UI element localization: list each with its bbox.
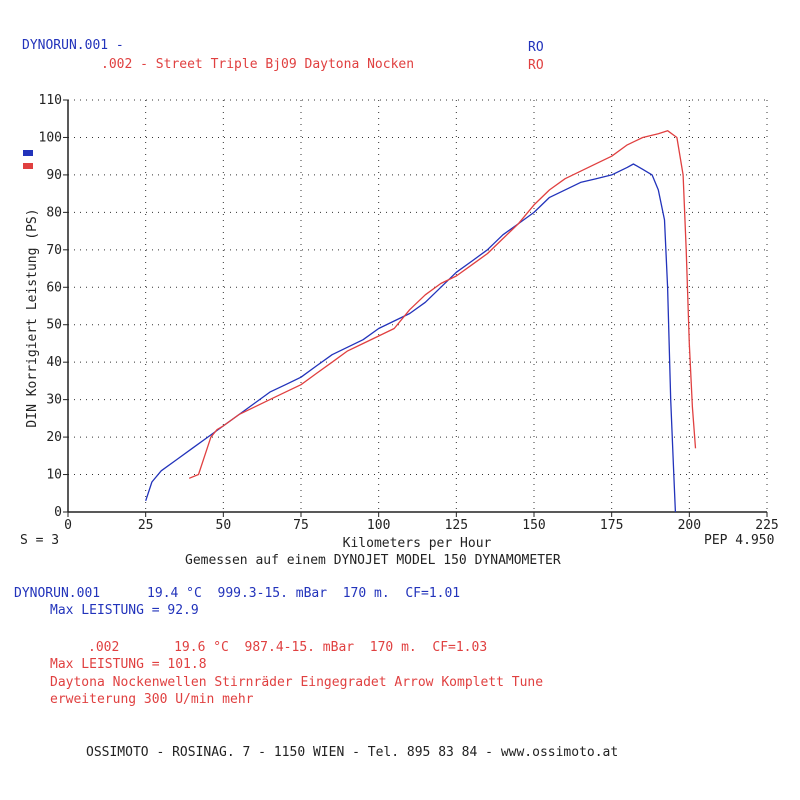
run2-note-line2: erweiterung 300 U/min mehr bbox=[50, 692, 254, 707]
run2-details: .002 19.6 °C 987.4-15. mBar 170 m. CF=1.… bbox=[88, 640, 488, 655]
y-tick-label: 40 bbox=[46, 355, 62, 370]
chart-axes bbox=[63, 99, 768, 517]
series-line-1 bbox=[145, 163, 677, 513]
run1-header-code: RO bbox=[528, 40, 544, 55]
y-tick-label: 20 bbox=[46, 430, 62, 445]
pep-label: PEP 4.950 bbox=[704, 533, 775, 548]
x-tick-label: 0 bbox=[64, 518, 72, 533]
x-tick-label: 125 bbox=[445, 518, 468, 533]
x-tick-label: 225 bbox=[755, 518, 778, 533]
y-tick-label: 30 bbox=[46, 393, 62, 408]
run1-max-power: Max LEISTUNG = 92.9 bbox=[50, 603, 199, 618]
shop-address: OSSIMOTO - ROSINAG. 7 - 1150 WIEN - Tel.… bbox=[86, 745, 619, 760]
x-tick-label: 175 bbox=[600, 518, 623, 533]
legend-swatch-run2 bbox=[23, 163, 33, 169]
chart-grid bbox=[68, 99, 768, 512]
x-axis-label: Kilometers per Hour bbox=[343, 536, 492, 551]
dynamometer-caption: Gemessen auf einem DYNOJET MODEL 150 DYN… bbox=[185, 553, 561, 568]
y-tick-label: 100 bbox=[39, 130, 62, 145]
run2-note-line1: Daytona Nockenwellen Stirnräder Eingegra… bbox=[50, 675, 544, 690]
y-tick-label: 0 bbox=[54, 505, 62, 520]
run2-header-label: .002 - Street Triple Bj09 Daytona Nocken bbox=[101, 57, 415, 72]
y-axis-label: DIN Korrigiert Leistung (PS) bbox=[25, 208, 40, 427]
series-lines bbox=[145, 130, 697, 513]
s-label: S = 3 bbox=[20, 533, 60, 548]
y-tick-label: 110 bbox=[39, 93, 62, 108]
y-tick-label: 60 bbox=[46, 280, 62, 295]
run1-header-label: DYNORUN.001 - bbox=[22, 38, 124, 53]
run2-header-code: RO bbox=[528, 58, 544, 73]
x-tick-label: 100 bbox=[367, 518, 390, 533]
y-tick-label: 70 bbox=[46, 243, 62, 258]
y-tick-label: 10 bbox=[46, 468, 62, 483]
x-tick-label: 50 bbox=[216, 518, 232, 533]
run1-details: DYNORUN.001 19.4 °C 999.3-15. mBar 170 m… bbox=[14, 586, 461, 601]
legend-swatch-run1 bbox=[23, 150, 33, 156]
series-line-2 bbox=[188, 130, 697, 479]
y-tick-label: 50 bbox=[46, 318, 62, 333]
y-tick-label: 80 bbox=[46, 205, 62, 220]
x-tick-label: 75 bbox=[293, 518, 309, 533]
x-tick-label: 150 bbox=[522, 518, 545, 533]
x-tick-label: 25 bbox=[138, 518, 154, 533]
y-tick-label: 90 bbox=[46, 168, 62, 183]
run2-max-power: Max LEISTUNG = 101.8 bbox=[50, 657, 207, 672]
x-tick-label: 200 bbox=[678, 518, 701, 533]
x-tick-labels: 0 25 50 75 100 125 150 175 200 225 bbox=[64, 518, 779, 533]
y-tick-labels: 0 10 20 30 40 50 60 70 80 90 100 110 bbox=[39, 93, 62, 520]
